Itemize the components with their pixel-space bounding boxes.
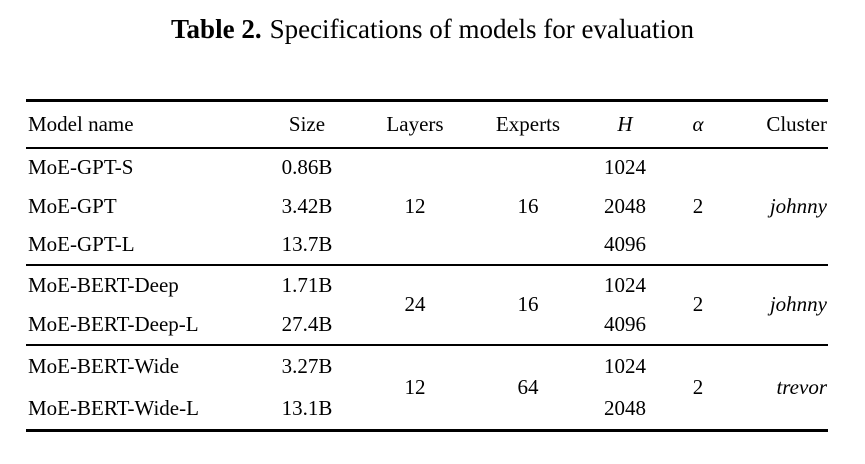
size-cell: 0.86B <box>281 155 333 179</box>
hidden-size-cell: 4096 <box>604 311 646 336</box>
model-name-cell: MoE-GPT-L <box>28 232 135 256</box>
model-name-cell: MoE-BERT-Deep <box>28 272 179 297</box>
table-row: MoE-BERT-Deep-L 27.4B 4096 <box>26 305 828 345</box>
col-header-cluster: Cluster <box>766 111 827 136</box>
model-specifications-table: Model name Size Layers Experts H α Clust… <box>26 99 828 432</box>
table-row: MoE-BERT-Wide 3.27B 12 64 1024 2 trevor <box>26 345 828 399</box>
col-header-layers: Layers <box>386 111 444 136</box>
group-moe-bert-deep: MoE-BERT-Deep 1.71B 24 16 1024 2 johnny … <box>26 265 828 345</box>
table-row: MoE-GPT-S 0.86B 12 16 1024 2 johnny <box>26 148 828 218</box>
alpha-cell: 2 <box>692 292 704 316</box>
size-cell: 13.7B <box>281 232 333 256</box>
size-cell: 13.1B <box>281 395 333 420</box>
model-name-cell: MoE-GPT-S <box>28 155 134 179</box>
cluster-cell: johnny <box>769 193 827 218</box>
group-moe-gpt: MoE-GPT-S 0.86B 12 16 1024 2 johnny MoE-… <box>26 148 828 265</box>
hidden-size-cell: 1024 <box>604 272 646 297</box>
layers-cell: 12 <box>404 374 426 399</box>
table-row: MoE-BERT-Deep 1.71B 24 16 1024 2 johnny <box>26 265 828 317</box>
size-cell: 3.42B <box>281 193 333 218</box>
table-caption-label: Table 2. <box>171 14 262 44</box>
model-name-cell: MoE-BERT-Deep-L <box>28 311 199 336</box>
table-row: MoE-GPT 3.42B 2048 <box>26 187 828 226</box>
hidden-size-cell: 2048 <box>604 193 646 218</box>
model-name-cell: MoE-BERT-Wide <box>28 354 180 378</box>
table-caption-text: Specifications of models for evaluation <box>269 14 694 44</box>
col-header-experts: Experts <box>495 111 561 136</box>
size-cell: 1.71B <box>281 272 333 297</box>
hidden-size-cell: 1024 <box>604 155 646 179</box>
table-row: MoE-BERT-Wide-L 13.1B 2048 <box>26 388 828 431</box>
table-caption: Table 2. Specifications of models for eva… <box>0 12 865 46</box>
model-name-cell: MoE-BERT-Wide-L <box>28 395 199 420</box>
model-name-cell: MoE-GPT <box>28 193 117 218</box>
size-cell: 3.27B <box>281 354 333 378</box>
header-row: Model name Size Layers Experts H α Clust… <box>26 101 828 148</box>
hidden-size-cell: 4096 <box>604 232 646 256</box>
group-moe-bert-wide: MoE-BERT-Wide 3.27B 12 64 1024 2 trevor … <box>26 345 828 431</box>
size-cell: 27.4B <box>281 311 333 336</box>
hidden-size-cell: 1024 <box>604 354 646 378</box>
alpha-cell: 2 <box>692 374 704 399</box>
hidden-size-cell: 2048 <box>604 395 646 420</box>
experts-cell: 64 <box>517 374 539 399</box>
col-header-alpha: α <box>692 111 704 136</box>
layers-cell: 12 <box>404 193 426 218</box>
experts-cell: 16 <box>517 292 539 316</box>
experts-cell: 16 <box>517 193 539 218</box>
col-header-model-name: Model name <box>28 111 134 136</box>
alpha-cell: 2 <box>692 193 704 218</box>
cluster-cell: trevor <box>776 374 827 399</box>
cluster-cell: johnny <box>769 292 827 316</box>
col-header-size: Size <box>288 111 326 136</box>
table-row: MoE-GPT-L 13.7B 4096 <box>26 226 828 265</box>
table-header: Model name Size Layers Experts H α Clust… <box>26 101 828 148</box>
col-header-hidden-size: H <box>617 111 633 136</box>
layers-cell: 24 <box>404 292 426 316</box>
